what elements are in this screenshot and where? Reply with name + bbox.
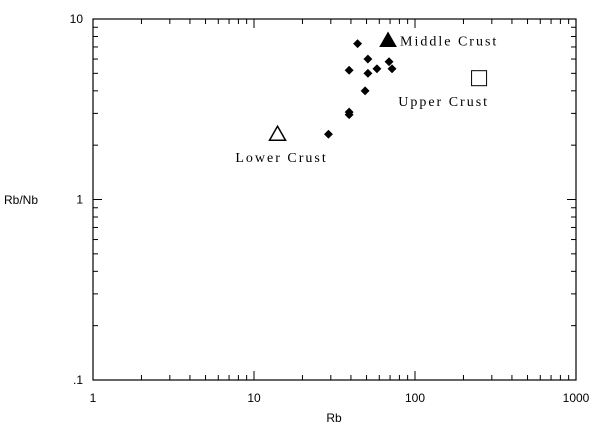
x-tick-label: 10 — [247, 391, 261, 405]
data-point — [344, 107, 354, 117]
tick-labels: 1 10 100 1000 .1 1 10 — [70, 12, 590, 405]
data-point — [384, 57, 394, 67]
x-tick-label: 1000 — [563, 391, 590, 405]
y-tick-label: 1 — [76, 193, 83, 207]
lower-crust-label: Lower Crust — [235, 151, 327, 166]
axis-ticks — [92, 19, 576, 381]
data-point — [387, 64, 397, 74]
upper-crust-label: Upper Crust — [398, 95, 489, 110]
y-tick-label: 10 — [70, 12, 84, 26]
x-tick-label: 1 — [90, 391, 97, 405]
data-point — [353, 39, 363, 49]
data-point — [344, 65, 354, 75]
x-axis-title: Rb — [326, 411, 342, 425]
data-point — [363, 54, 373, 64]
data-point — [363, 68, 373, 78]
y-axis-title: Rb/Nb — [4, 193, 38, 207]
y-tick-label: .1 — [73, 373, 83, 387]
plot-frame — [92, 18, 577, 381]
lower-crust-marker — [268, 124, 287, 141]
middle-crust-marker — [379, 31, 397, 48]
data-points — [323, 39, 397, 139]
x-tick-label: 100 — [405, 391, 425, 405]
data-point — [372, 64, 382, 74]
upper-crust-marker — [471, 70, 488, 87]
middle-crust-label: Middle Crust — [400, 35, 498, 50]
reference-points: Middle Crust Upper Crust Lower Crust — [235, 31, 498, 166]
data-point — [360, 86, 370, 96]
data-point — [323, 129, 333, 139]
